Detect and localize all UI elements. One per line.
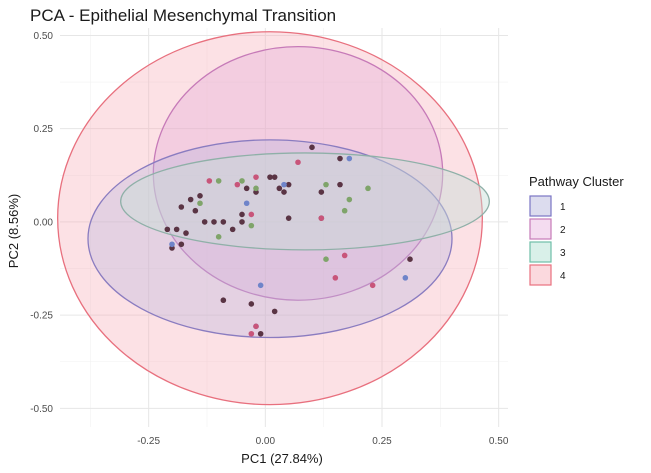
y-tick-label: -0.25 <box>30 311 53 322</box>
legend-key-4 <box>529 264 552 286</box>
data-point <box>281 189 287 195</box>
data-point <box>271 308 278 315</box>
data-point <box>318 215 325 221</box>
data-point <box>215 178 222 184</box>
legend-key-3 <box>529 241 552 263</box>
data-point <box>323 181 329 188</box>
x-axis-ticks: -0.25 0.00 0.25 0.50 <box>137 436 509 447</box>
data-point <box>365 185 371 192</box>
data-point <box>243 200 250 207</box>
data-point <box>341 207 348 214</box>
data-point <box>346 196 353 203</box>
data-point <box>178 204 185 210</box>
data-point <box>253 185 259 192</box>
data-point <box>346 155 353 162</box>
data-point <box>407 256 413 262</box>
x-tick-label: 0.00 <box>256 436 276 447</box>
ellipse-cluster-3 <box>120 152 490 251</box>
legend-key-2 <box>529 218 552 240</box>
data-point <box>243 185 250 192</box>
ellipse-cluster-1 <box>87 139 453 339</box>
data-point <box>253 323 259 330</box>
data-point <box>271 174 278 180</box>
data-points <box>164 144 413 337</box>
chart-title: PCA - Epithelial Mesenchymal Transition <box>30 6 336 25</box>
y-tick-label: 0.00 <box>34 217 54 228</box>
data-point <box>267 174 273 180</box>
data-point <box>341 252 348 259</box>
data-point <box>211 219 217 225</box>
data-point <box>248 301 255 307</box>
data-point <box>187 196 194 203</box>
data-point <box>239 211 245 218</box>
data-point <box>215 234 222 240</box>
x-tick-label: 0.25 <box>372 436 392 447</box>
data-point <box>337 155 343 162</box>
data-point <box>323 256 329 262</box>
legend-key-1 <box>529 195 552 217</box>
y-tick-label: 0.25 <box>34 124 54 135</box>
data-point <box>229 226 236 233</box>
data-point <box>253 174 259 180</box>
cluster-ellipses <box>57 31 490 406</box>
x-tick-label: -0.25 <box>137 436 160 447</box>
legend-label-4: 4 <box>560 271 566 282</box>
data-point <box>173 226 180 233</box>
data-point <box>220 219 227 225</box>
data-point <box>197 193 203 199</box>
legend-label-2: 2 <box>560 225 566 236</box>
data-point <box>402 275 409 281</box>
legend-label-3: 3 <box>560 248 566 259</box>
data-point <box>318 189 325 195</box>
data-point <box>234 181 241 188</box>
data-point <box>206 178 213 184</box>
data-point <box>281 181 287 188</box>
data-point <box>201 219 208 225</box>
y-axis-title: PC2 (8.56%) <box>6 194 21 268</box>
data-point <box>257 330 264 337</box>
y-tick-label: 0.50 <box>34 31 54 42</box>
grid <box>60 28 508 427</box>
data-point <box>183 230 189 236</box>
data-point <box>192 207 199 214</box>
data-point <box>178 241 185 248</box>
legend-label-1: 1 <box>560 202 566 213</box>
legend-title: Pathway Cluster <box>529 174 624 189</box>
data-point <box>257 282 264 289</box>
data-point <box>239 219 245 225</box>
data-point <box>369 282 376 289</box>
x-axis-title: PC1 (27.84%) <box>241 451 323 466</box>
data-point <box>285 181 292 188</box>
data-point <box>239 178 245 184</box>
data-point <box>332 275 339 281</box>
data-point <box>337 181 343 188</box>
data-point <box>295 159 301 166</box>
data-point <box>164 226 171 233</box>
legend: Pathway Cluster 1 2 3 4 <box>529 174 624 286</box>
data-point <box>276 185 283 192</box>
data-point <box>248 211 255 218</box>
data-point <box>197 200 203 207</box>
data-point <box>285 215 292 221</box>
data-point <box>248 222 255 229</box>
data-point <box>248 330 255 337</box>
y-tick-label: -0.50 <box>30 404 53 415</box>
data-point <box>169 241 175 248</box>
data-point <box>309 144 315 151</box>
x-tick-label: 0.50 <box>489 436 509 447</box>
y-axis-ticks: -0.50 -0.25 0.00 0.25 0.50 <box>30 31 53 415</box>
data-point <box>220 297 227 304</box>
